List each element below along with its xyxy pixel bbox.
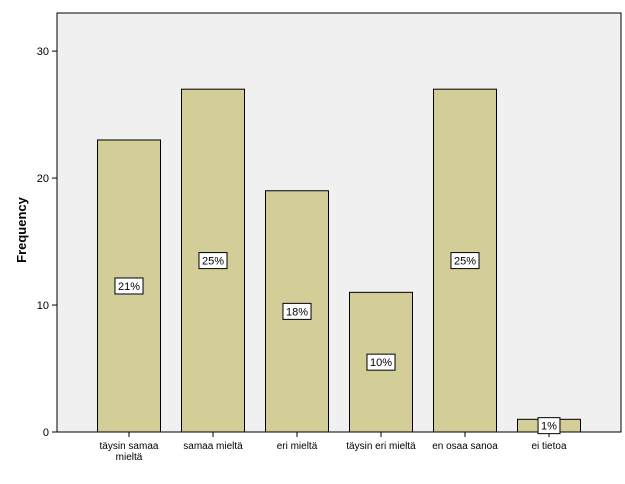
x-tick-label: eri mieltä — [277, 441, 318, 452]
percent-label: 10% — [370, 357, 392, 369]
x-tick-label: täysin eri mieltä — [346, 441, 416, 452]
percent-label: 1% — [541, 421, 557, 433]
y-tick-label: 0 — [43, 427, 49, 439]
percent-label-box — [114, 277, 144, 295]
y-tick-label: 10 — [37, 300, 49, 312]
y-axis-label: Frequency — [14, 196, 29, 263]
x-tick-label: en osaa sanoa — [432, 441, 498, 452]
percent-label-box — [450, 252, 480, 270]
x-tick-label: ei tietoa — [531, 441, 566, 452]
percent-label: 25% — [202, 256, 224, 268]
percent-label-box — [366, 353, 396, 371]
x-tick-label: samaa mieltä — [183, 441, 243, 452]
y-tick-label: 30 — [37, 46, 49, 58]
percent-label: 21% — [118, 281, 140, 293]
percent-label-box — [198, 252, 228, 270]
percent-label-box — [537, 417, 561, 435]
x-tick-label: täysin samaa mieltä — [100, 441, 159, 463]
percent-label: 25% — [454, 256, 476, 268]
y-tick-label: 20 — [37, 173, 49, 185]
percent-label-box — [282, 302, 312, 320]
percent-label: 18% — [286, 306, 308, 318]
